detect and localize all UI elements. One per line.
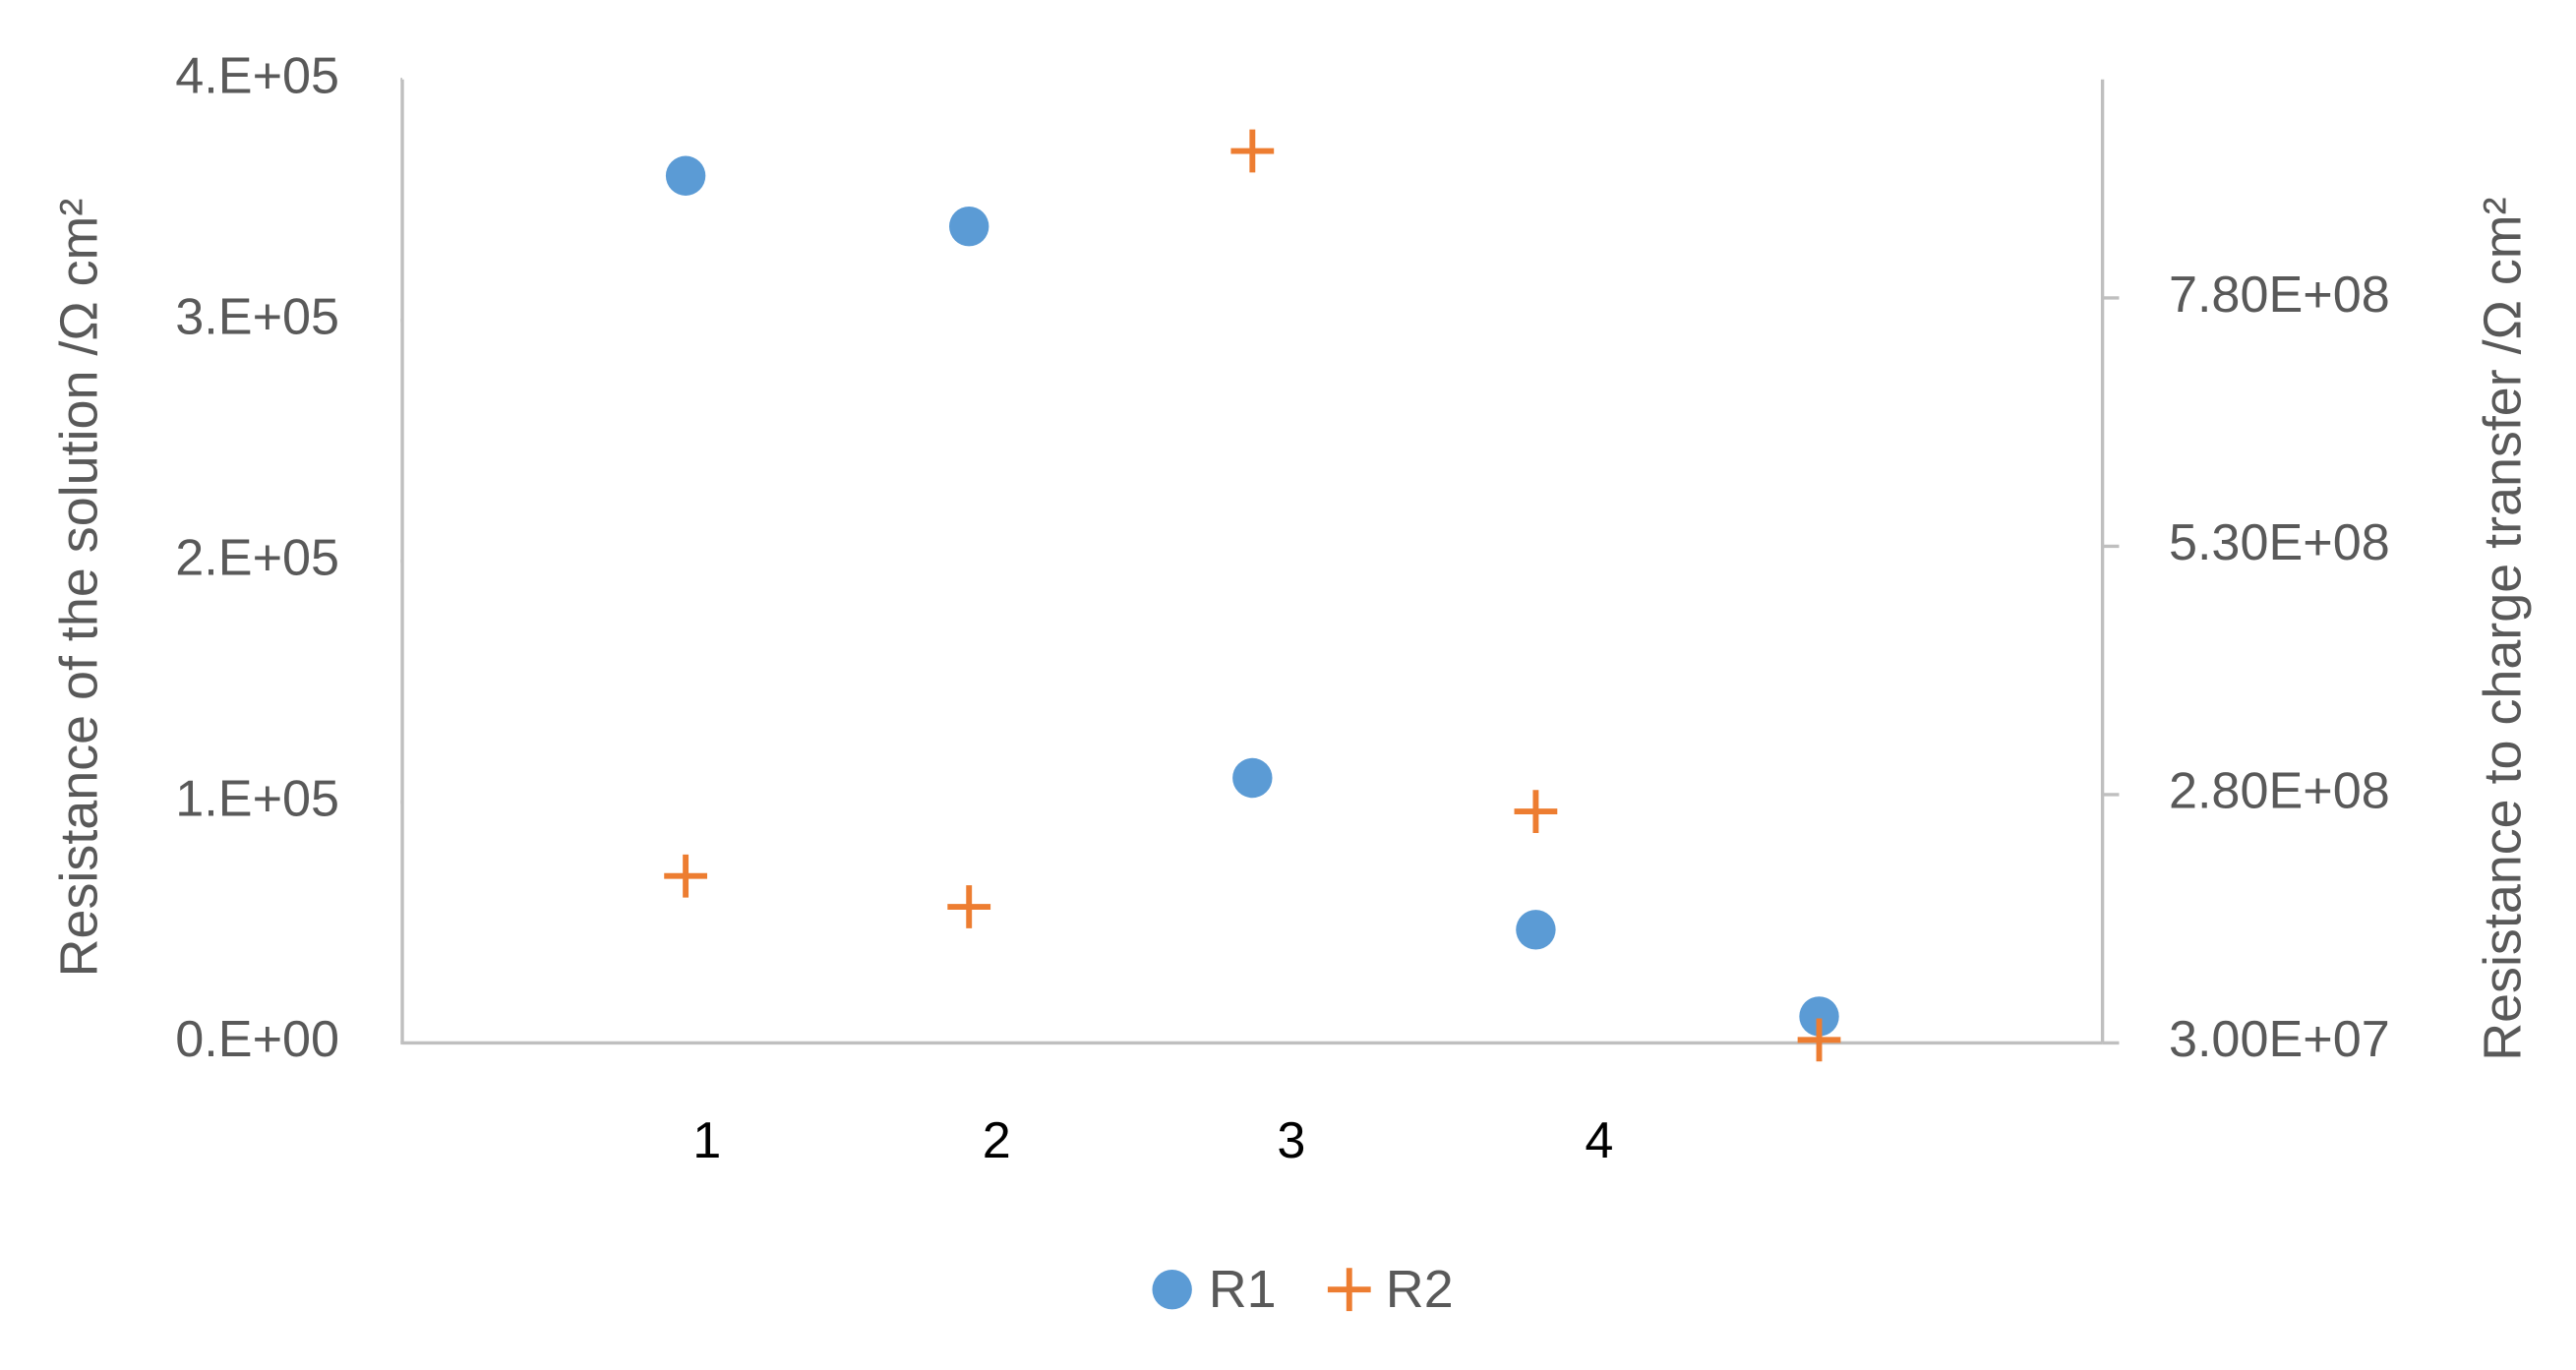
y-tick-label: 2.E+05 [175,529,339,586]
y2-tick-label: 5.30E+08 [2169,514,2390,571]
x-label: 1 [692,1112,721,1169]
y-tick-label: 4.E+05 [175,48,339,105]
point [1516,910,1556,950]
x-label: 2 [983,1112,1011,1169]
legend-marker [1152,1269,1192,1310]
point [664,854,707,898]
point [1799,996,1839,1037]
y2-tick-label: 3.00E+07 [2169,1011,2390,1068]
y-tick-label: 0.E+00 [175,1011,339,1068]
point [1232,757,1273,799]
y-axis-title: Resistance of the solution /Ω cm² [49,199,108,978]
x-label: 3 [1277,1112,1305,1169]
point [665,155,706,196]
y2-tick-label: 2.80E+08 [2169,763,2390,820]
y-tick-label: 1.E+05 [175,770,339,827]
y2-axis-title: Resistance to charge transfer /Ω cm² [2474,197,2533,1060]
legend-label: R2 [1386,1260,1454,1319]
y2-tick-label: 7.80E+08 [2169,267,2390,324]
point [947,885,991,928]
legend-label: R1 [1209,1260,1277,1319]
point [1230,129,1275,173]
legend-marker [1327,1268,1371,1312]
y-tick-label: 3.E+05 [175,288,339,345]
point [1514,790,1558,833]
point [1797,1018,1841,1062]
point [949,206,989,247]
x-label: 4 [1585,1112,1613,1169]
